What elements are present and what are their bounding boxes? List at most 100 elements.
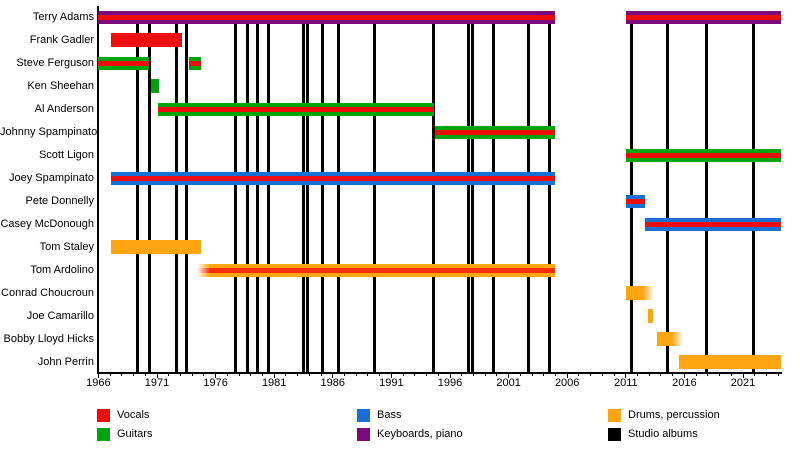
x-axis-tick-label: 1991 bbox=[379, 377, 404, 389]
x-axis-minor-tick bbox=[754, 372, 756, 376]
member-bar bbox=[678, 355, 782, 369]
x-axis-minor-tick bbox=[203, 372, 205, 376]
member-label: Johnny Spampinato bbox=[0, 126, 98, 138]
member-label: Tom Ardolino bbox=[30, 264, 94, 276]
member-bar bbox=[98, 10, 556, 24]
studio-album-line bbox=[256, 11, 260, 372]
member-label: Scott Ligon bbox=[38, 149, 94, 161]
member-label: Frank Gadler bbox=[29, 34, 94, 46]
member-label: Tom Staley bbox=[39, 241, 94, 253]
x-axis-minor-tick bbox=[695, 372, 697, 376]
member-bar bbox=[98, 56, 149, 70]
member-label: Steve Ferguson bbox=[16, 57, 94, 69]
x-axis-major-tick bbox=[215, 372, 217, 378]
studio-album-line bbox=[306, 11, 310, 372]
studio-album-line bbox=[135, 11, 139, 372]
member-label: Joe Camarillo bbox=[26, 310, 94, 322]
x-axis-major-tick bbox=[156, 372, 158, 378]
x-axis-minor-tick bbox=[179, 372, 181, 376]
legend-label: Vocals bbox=[117, 409, 150, 421]
x-axis-minor-tick bbox=[637, 372, 639, 376]
studio-album-line bbox=[527, 11, 531, 372]
member-label: Conrad Choucroun bbox=[1, 287, 94, 299]
studio-album-line bbox=[752, 11, 756, 372]
member-label: Al Anderson bbox=[34, 103, 94, 115]
x-axis-minor-tick bbox=[531, 372, 533, 376]
x-axis-tick-label: 1971 bbox=[144, 377, 170, 389]
x-axis-minor-tick bbox=[109, 372, 111, 376]
studio-album-line bbox=[630, 11, 634, 372]
x-axis-minor-tick bbox=[437, 372, 439, 376]
x-axis-minor-tick bbox=[121, 372, 123, 376]
x-axis-minor-tick bbox=[133, 372, 135, 376]
x-axis-major-tick bbox=[742, 372, 744, 378]
x-axis-minor-tick bbox=[238, 372, 240, 376]
x-axis-minor-tick bbox=[554, 372, 556, 376]
member-bar bbox=[644, 217, 782, 231]
x-axis-line bbox=[96, 372, 782, 374]
x-axis-tick-label: 1966 bbox=[86, 377, 111, 389]
member-bar bbox=[626, 10, 782, 24]
x-axis-minor-tick bbox=[367, 372, 369, 376]
fuzzy-edge bbox=[671, 332, 683, 346]
member-label: Ken Sheehan bbox=[27, 80, 94, 92]
x-axis-minor-tick bbox=[496, 372, 498, 376]
x-axis-minor-tick bbox=[730, 372, 732, 376]
legend-swatch-keyboards bbox=[357, 428, 370, 441]
member-bar bbox=[196, 263, 556, 277]
x-axis-minor-tick bbox=[226, 372, 228, 376]
x-axis-minor-tick bbox=[144, 372, 146, 376]
x-axis-minor-tick bbox=[519, 372, 521, 376]
member-bar bbox=[111, 171, 556, 185]
member-label: John Perrin bbox=[37, 356, 94, 368]
studio-album-line bbox=[266, 11, 270, 372]
x-axis-minor-tick bbox=[261, 372, 263, 376]
x-axis-minor-tick bbox=[472, 372, 474, 376]
member-bar bbox=[189, 56, 201, 70]
studio-album-line bbox=[234, 11, 238, 372]
x-axis-minor-tick bbox=[297, 372, 299, 376]
fuzzy-edge bbox=[642, 286, 654, 300]
studio-album-line bbox=[184, 11, 188, 372]
x-axis-minor-tick bbox=[707, 372, 709, 376]
x-axis-minor-tick bbox=[285, 372, 287, 376]
studio-album-line bbox=[705, 11, 709, 372]
member-bar bbox=[625, 286, 654, 300]
x-axis-tick-label: 2011 bbox=[613, 377, 638, 389]
member-label: Terry Adams bbox=[32, 11, 94, 23]
x-axis-minor-tick bbox=[355, 372, 357, 376]
member-label: Pete Donnelly bbox=[25, 195, 95, 207]
x-axis-tick-label: 2006 bbox=[554, 377, 580, 389]
x-axis-minor-tick bbox=[648, 372, 650, 376]
member-bar bbox=[111, 240, 201, 254]
x-axis-minor-tick bbox=[765, 372, 767, 376]
studio-album-line bbox=[245, 11, 249, 372]
legend-label: Drums, percussion bbox=[628, 409, 720, 421]
x-axis-tick-label: 2021 bbox=[730, 377, 756, 389]
x-axis-major-tick bbox=[508, 372, 510, 378]
x-axis-major-tick bbox=[273, 372, 275, 378]
member-bar bbox=[151, 79, 160, 93]
x-axis-minor-tick bbox=[578, 372, 580, 376]
x-axis-major-tick bbox=[625, 372, 627, 378]
studio-album-line bbox=[175, 11, 179, 372]
x-axis-major-tick bbox=[97, 372, 99, 378]
studio-album-line bbox=[432, 11, 436, 372]
member-bar bbox=[626, 148, 782, 162]
x-axis-major-tick bbox=[390, 372, 392, 378]
x-axis-minor-tick bbox=[543, 372, 545, 376]
studio-album-line bbox=[337, 11, 341, 372]
x-axis-minor-tick bbox=[672, 372, 674, 376]
member-label: Bobby Lloyd Hicks bbox=[3, 333, 95, 345]
x-axis-minor-tick bbox=[379, 372, 381, 376]
legend-swatch-drums bbox=[608, 409, 621, 422]
member-bar bbox=[434, 125, 556, 139]
x-axis-major-tick bbox=[566, 372, 568, 378]
x-axis-tick-label: 1986 bbox=[320, 377, 346, 389]
legend-swatch-vocals bbox=[97, 409, 110, 422]
x-axis-minor-tick bbox=[426, 372, 428, 376]
studio-album-line bbox=[491, 11, 495, 372]
x-axis-tick-label: 1981 bbox=[261, 377, 287, 389]
x-axis-minor-tick bbox=[613, 372, 615, 376]
